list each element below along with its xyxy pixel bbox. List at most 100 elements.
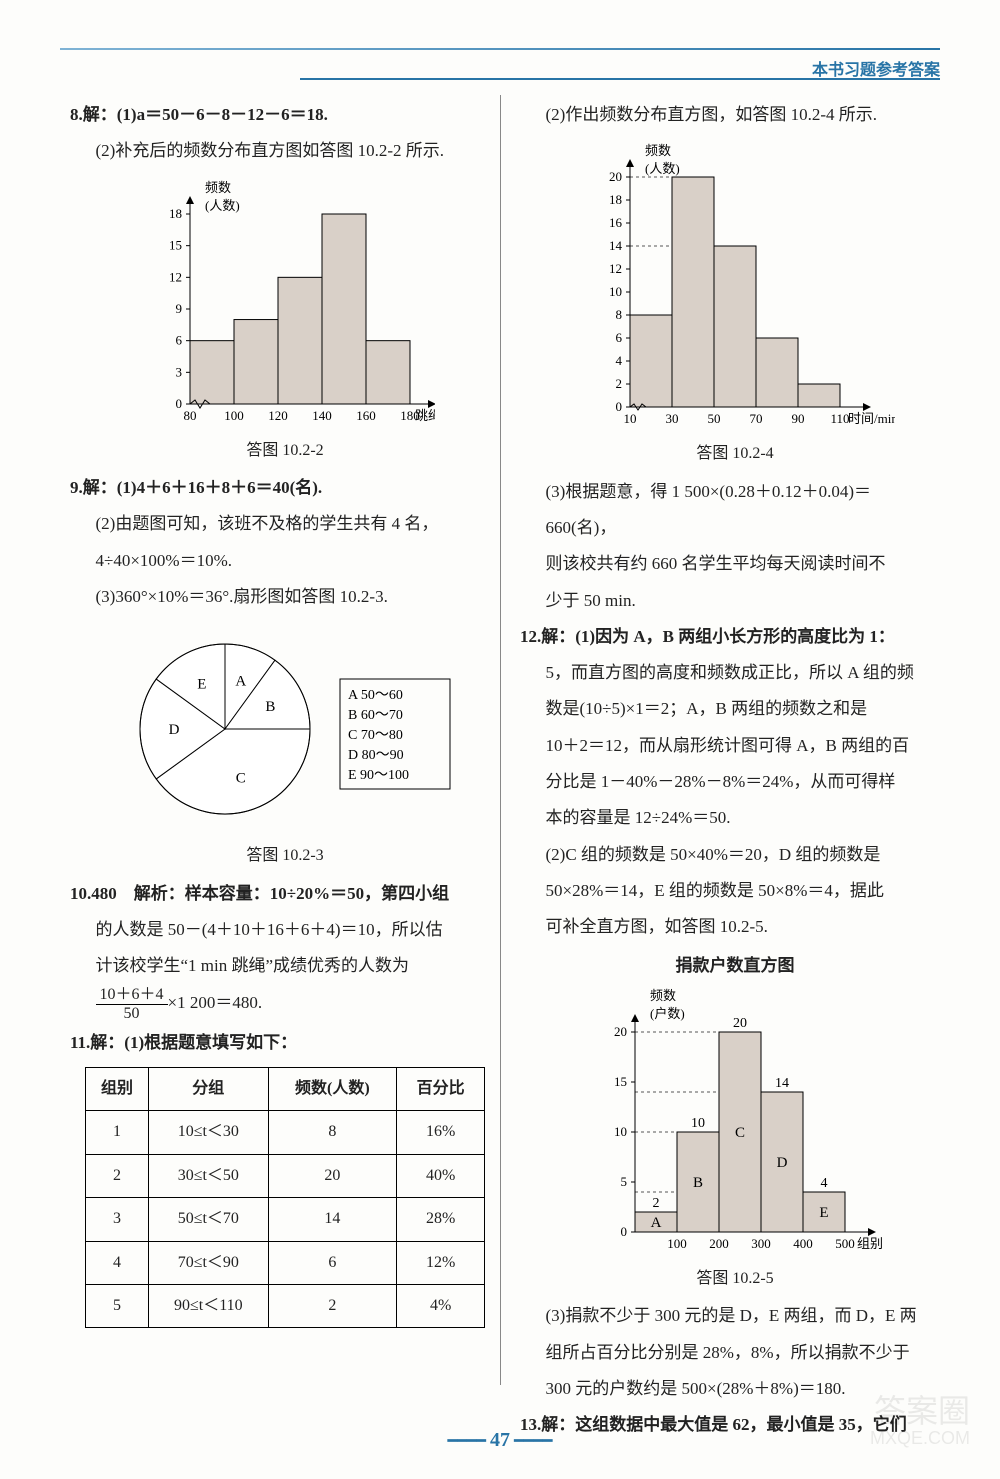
svg-text:2: 2 [653,1196,660,1211]
chart-10-2-5: 捐款户数直方图 频数(户数)2A10B20C14D4E0510152010020… [520,950,950,1295]
svg-text:30: 30 [666,411,679,426]
svg-text:15: 15 [614,1074,627,1089]
chart-10-2-2: 频数(人数)036912151880100120140160180跳绳次数 答图… [70,174,500,466]
svg-text:200: 200 [709,1236,729,1251]
svg-text:70: 70 [750,411,763,426]
q9-line3: 4÷40×100%＝10%. [70,545,500,577]
svg-text:2: 2 [616,376,623,391]
svg-text:E: E [819,1205,828,1221]
svg-text:20: 20 [614,1024,627,1039]
table-header: 百分比 [397,1067,485,1110]
svg-text:B: B [693,1175,703,1191]
svg-text:100: 100 [667,1236,687,1251]
q12-line10: (3)捐款不少于 300 元的是 D，E 两组，而 D，E 两 [520,1300,950,1332]
svg-text:20: 20 [609,169,622,184]
chart12-title: 捐款户数直方图 [520,950,950,982]
q11-line1: 11.解：(1)根据题意填写如下： [70,1027,500,1059]
q10-line3: 计该校学生“1 min 跳绳”成绩优秀的人数为 [70,950,500,982]
pie-10-2-3: ABCDEA 50～60B 60～70C 70～80D 80～90E 90～10… [70,619,500,871]
q12-line3: 数是(10÷5)×1＝2；A，B 两组的频数之和是 [520,693,950,725]
svg-text:120: 120 [268,408,288,423]
q12-line5: 分比是 1－40%－28%－8%＝24%，从而可得样 [520,766,950,798]
right-column: (2)作出频数分布直方图，如答图 10.2-4 所示. 频数(人数)024681… [520,95,950,1445]
svg-text:9: 9 [176,301,183,316]
q12-line1: 12.解：(1)因为 A，B 两组小长方形的高度比为 1： [520,621,950,653]
svg-text:C: C [735,1125,745,1141]
svg-text:组别: 组别 [857,1236,883,1251]
svg-text:8: 8 [616,307,623,322]
svg-text:18: 18 [609,192,622,207]
svg-text:0: 0 [621,1224,628,1239]
chart12-caption: 答图 10.2-5 [520,1264,950,1294]
svg-text:3: 3 [176,364,183,379]
histogram-10-2-5: 频数(户数)2A10B20C14D4E051015201002003004005… [575,982,895,1262]
svg-text:A 50～60: A 50～60 [348,688,403,703]
svg-text:E 90～100: E 90～100 [348,768,409,783]
q8-line1: 8.解：(1)a＝50－6－8－12－6＝18. [70,99,500,131]
svg-text:B: B [265,699,275,715]
svg-text:14: 14 [775,1076,789,1091]
table-header: 组别 [86,1067,149,1110]
q10-line2: 的人数是 50－(4＋10＋16＋6＋4)＝10，所以估 [70,914,500,946]
table-header: 分组 [149,1067,268,1110]
svg-text:110: 110 [830,411,849,426]
q9-line1: 9.解：(1)4＋6＋16＋8＋6＝40(名). [70,472,500,504]
q12-line4: 10＋2＝12，而从扇形统计图可得 A，B 两组的百 [520,730,950,762]
svg-text:12: 12 [169,269,182,284]
svg-text:C 70～80: C 70～80 [348,728,403,743]
chart-10-2-4: 频数(人数)024681012141618201030507090110时间/m… [520,137,950,469]
svg-text:300: 300 [751,1236,771,1251]
svg-text:140: 140 [312,408,332,423]
chart11-caption: 答图 10.2-4 [520,439,950,469]
table-row: 350≤t＜701428% [86,1198,485,1241]
header-rule [60,48,940,50]
q11-line2: (2)作出频数分布直方图，如答图 10.2-4 所示. [520,99,950,131]
table-header: 频数(人数) [268,1067,397,1110]
header-underline [300,78,940,80]
q11-line5: 则该校共有约 660 名学生平均每天阅读时间不 [520,548,950,580]
svg-text:E: E [197,677,206,693]
q12-line11: 组所占百分比分别是 28%，8%，所以捐款不少于 [520,1337,950,1369]
svg-text:4: 4 [821,1176,828,1191]
frequency-table: 组别分组频数(人数)百分比110≤t＜30816%230≤t＜502040%35… [85,1067,485,1328]
svg-text:12: 12 [609,261,622,276]
svg-text:50: 50 [708,411,721,426]
svg-text:A: A [235,674,246,690]
table-row: 110≤t＜30816% [86,1111,485,1154]
svg-text:6: 6 [616,330,623,345]
table-row: 230≤t＜502040% [86,1154,485,1197]
svg-text:100: 100 [224,408,244,423]
svg-text:5: 5 [621,1174,628,1189]
svg-text:(人数): (人数) [205,198,240,213]
watermark: 答案圈 MXQE.COM [870,1394,970,1449]
svg-text:80: 80 [184,408,197,423]
q11-line6: 少于 50 min. [520,585,950,617]
piechart-10-2-3: ABCDEA 50～60B 60～70C 70～80D 80～90E 90～10… [105,619,465,839]
svg-text:D: D [169,722,180,738]
svg-text:频数: 频数 [645,143,671,158]
chart8-caption: 答图 10.2-2 [70,436,500,466]
svg-text:频数: 频数 [205,180,231,195]
svg-text:20: 20 [733,1016,747,1031]
svg-text:15: 15 [169,237,182,252]
svg-text:10: 10 [614,1124,627,1139]
q11-line3: (3)根据题意，得 1 500×(0.28＋0.12＋0.04)＝ [520,476,950,508]
svg-text:频数: 频数 [650,988,676,1003]
svg-text:C: C [236,771,246,787]
table-row: 470≤t＜90612% [86,1241,485,1284]
svg-text:D: D [777,1155,788,1171]
svg-text:10: 10 [691,1116,705,1131]
svg-text:0: 0 [616,399,623,414]
svg-text:时间/min: 时间/min [848,411,895,426]
svg-text:A: A [651,1215,662,1231]
svg-text:16: 16 [609,215,623,230]
svg-text:18: 18 [169,206,182,221]
svg-text:160: 160 [356,408,376,423]
column-divider [500,95,501,1385]
q9-line2: (2)由题图可知，该班不及格的学生共有 4 名， [70,508,500,540]
q9-line4: (3)360°×10%＝36°.扇形图如答图 10.2-3. [70,581,500,613]
histogram-10-2-4: 频数(人数)024681012141618201030507090110时间/m… [575,137,895,437]
page-footer: ━━━━ 47 ━━━━ [0,1421,1000,1459]
svg-text:B 60～70: B 60～70 [348,708,403,723]
svg-text:500: 500 [835,1236,855,1251]
